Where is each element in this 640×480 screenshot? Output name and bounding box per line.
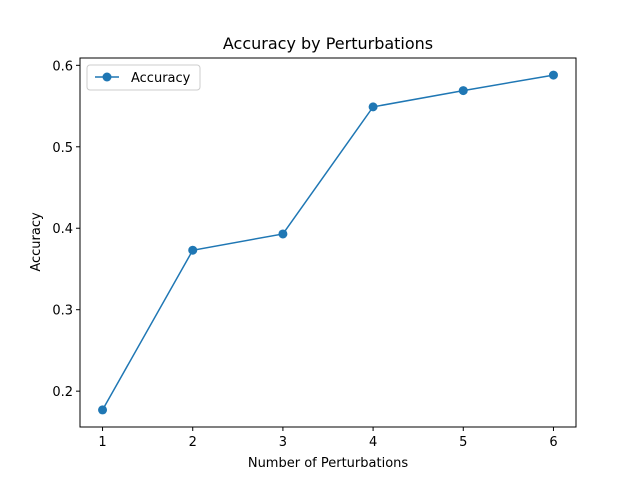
y-tick-label: 0.3 xyxy=(52,304,73,319)
y-axis-label: Accuracy xyxy=(29,212,44,272)
legend-marker xyxy=(102,72,112,82)
series-line xyxy=(101,74,554,411)
x-axis-label: Number of Perturbations xyxy=(248,456,409,471)
series-layer xyxy=(98,70,558,415)
y-tick-label: 0.6 xyxy=(52,59,73,74)
data-point xyxy=(278,229,288,239)
y-tick-label: 0.5 xyxy=(52,141,73,156)
x-tick-label: 1 xyxy=(98,435,106,450)
data-point xyxy=(458,86,468,96)
legend-box xyxy=(86,64,201,91)
x-tick-label: 3 xyxy=(279,435,287,450)
legend-label: Accuracy xyxy=(131,71,191,86)
chart-title: Accuracy by Perturbations xyxy=(223,34,433,53)
x-tick-label: 4 xyxy=(369,435,377,450)
legend: Accuracy xyxy=(86,64,201,91)
x-axis: 1 2 3 4 5 6 xyxy=(98,427,558,450)
x-tick-label: 6 xyxy=(549,435,557,450)
data-point xyxy=(98,405,108,415)
x-tick-label: 5 xyxy=(459,435,467,450)
y-tick-label: 0.4 xyxy=(52,222,73,237)
y-tick-label: 0.2 xyxy=(52,385,73,400)
y-axis: 0.2 0.3 0.4 0.5 0.6 xyxy=(52,59,80,400)
data-point xyxy=(548,70,558,80)
data-point xyxy=(188,245,198,255)
data-point xyxy=(368,102,378,112)
x-tick-label: 2 xyxy=(189,435,197,450)
plot-area xyxy=(79,57,577,428)
